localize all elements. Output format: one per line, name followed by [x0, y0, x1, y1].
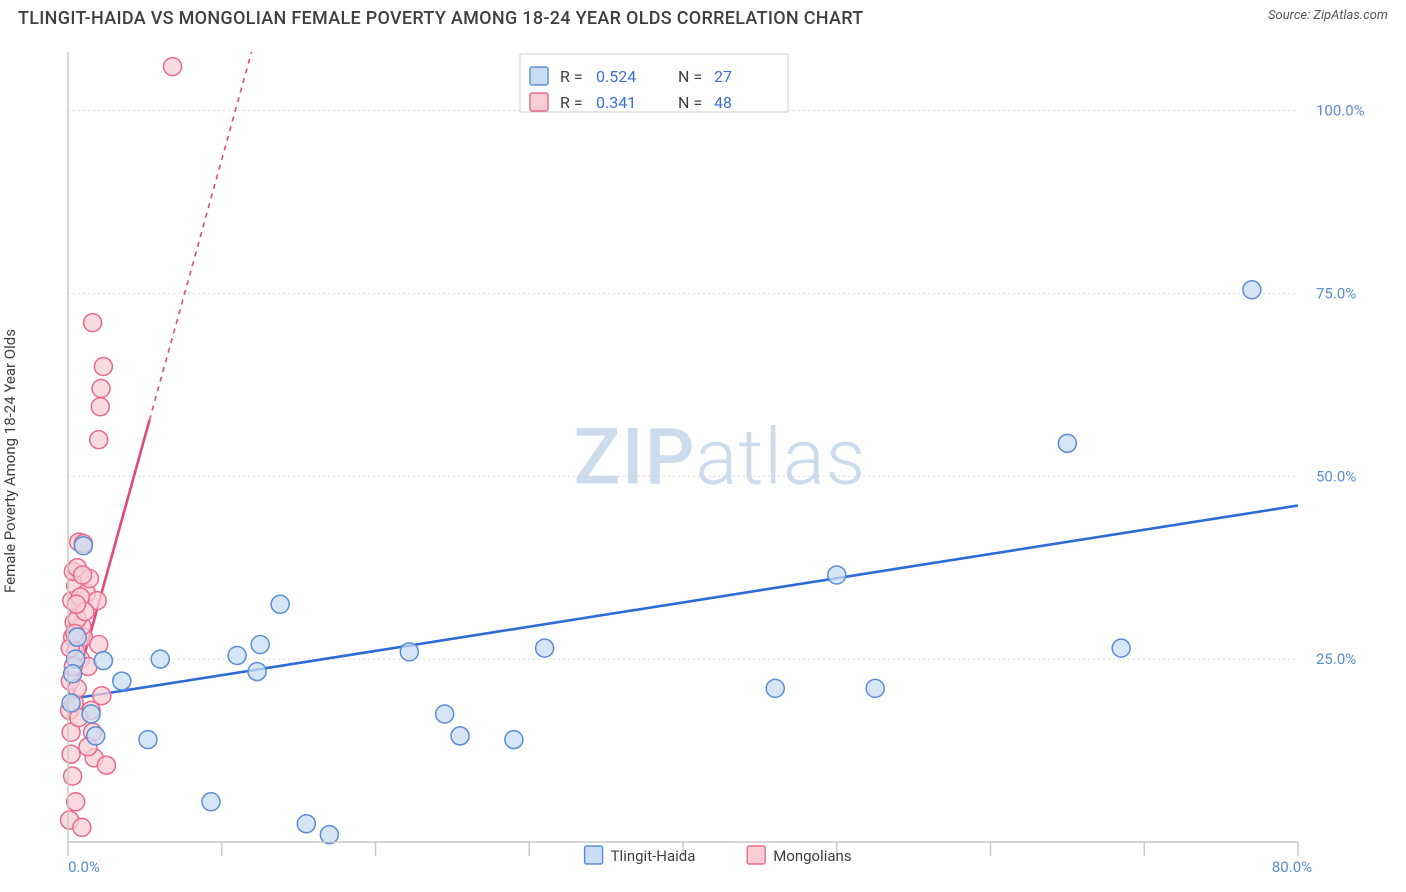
data-point: [1058, 434, 1076, 452]
data-point: [93, 687, 111, 705]
data-point: [451, 727, 469, 745]
data-point: [1243, 281, 1261, 299]
legend-swatch: [747, 846, 765, 864]
data-point: [73, 818, 91, 836]
data-point: [82, 705, 100, 723]
stat-n-label: N =: [678, 93, 702, 112]
stat-r-label: R =: [560, 67, 583, 86]
data-point: [92, 379, 110, 397]
data-point: [94, 358, 112, 376]
data-point: [536, 639, 554, 657]
data-point: [74, 537, 92, 555]
legend-swatch: [530, 93, 548, 111]
data-point: [64, 665, 82, 683]
data-point: [1112, 639, 1130, 657]
data-point: [84, 314, 102, 332]
scatter-chart: 25.0% 50.0% 75.0% 100.0% ZIPatlas 0.0% 80.0% R …: [20, 42, 1388, 880]
data-point: [228, 646, 246, 664]
data-point: [90, 636, 108, 654]
chart-title: TLINGIT-HAIDA VS MONGOLIAN FEMALE POVERT…: [18, 8, 864, 29]
y-tick-label: 75.0%: [1316, 284, 1356, 302]
data-point: [828, 566, 846, 584]
data-point: [74, 566, 92, 584]
data-point: [164, 58, 182, 76]
legend-swatch: [530, 67, 548, 85]
data-point: [113, 672, 131, 690]
data-point: [90, 431, 108, 449]
legend-label: Tlingit-Haida: [611, 847, 696, 865]
x-tick-label: 80.0%: [1272, 858, 1312, 876]
data-point: [62, 694, 80, 712]
chart-container: Female Poverty Among 18-24 Year Olds 25.…: [20, 42, 1388, 880]
trend-line-dashed: [149, 52, 251, 420]
y-axis-label: Female Poverty Among 18-24 Year Olds: [1, 329, 19, 593]
data-point: [297, 815, 315, 833]
data-point: [866, 679, 884, 697]
legend-label: Mongolians: [773, 847, 851, 865]
data-point: [320, 826, 338, 844]
x-tick-label: 0.0%: [68, 858, 100, 876]
data-point: [151, 650, 169, 668]
stat-r-value: 0.341: [596, 93, 636, 112]
data-point: [248, 663, 266, 681]
stat-n-value: 27: [714, 67, 732, 86]
data-point: [202, 793, 220, 811]
data-point: [400, 643, 418, 661]
data-point: [87, 727, 105, 745]
data-point: [505, 731, 523, 749]
stat-n-label: N =: [678, 67, 702, 86]
y-tick-label: 50.0%: [1316, 467, 1356, 485]
data-point: [62, 745, 80, 763]
data-point: [91, 398, 109, 416]
stat-r-value: 0.524: [596, 67, 636, 86]
stat-n-value: 48: [714, 93, 732, 112]
legend-swatch: [585, 846, 603, 864]
data-point: [271, 595, 289, 613]
y-tick-label: 25.0%: [1316, 650, 1356, 668]
y-tick-label: 100.0%: [1316, 102, 1365, 120]
source-attribution: Source: ZipAtlas.com: [1268, 8, 1388, 23]
stat-r-label: R =: [560, 93, 583, 112]
data-point: [766, 679, 784, 697]
data-point: [67, 793, 85, 811]
watermark: ZIPatlas: [574, 413, 867, 504]
data-point: [94, 652, 112, 670]
data-point: [67, 595, 85, 613]
data-point: [97, 756, 115, 774]
data-point: [139, 731, 157, 749]
data-point: [436, 705, 454, 723]
data-point: [251, 636, 269, 654]
data-point: [64, 767, 82, 785]
data-point: [68, 628, 86, 646]
